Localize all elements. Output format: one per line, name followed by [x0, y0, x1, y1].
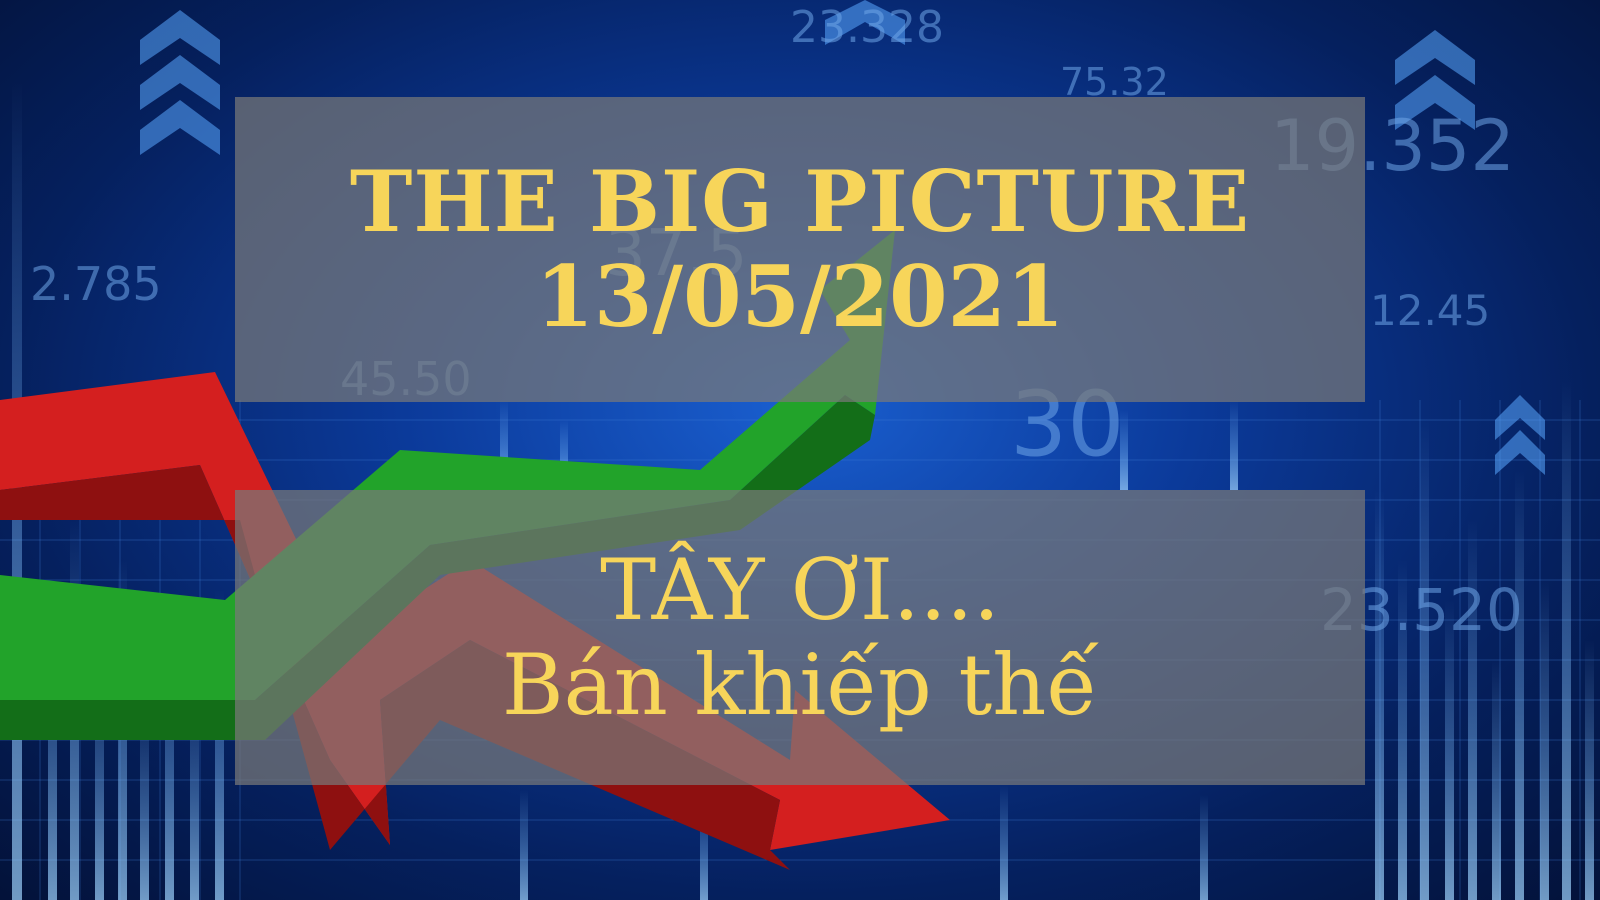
svg-text:2.785: 2.785: [30, 257, 162, 311]
title-text: THE BIG PICTURE: [349, 152, 1251, 252]
svg-text:75.32: 75.32: [1060, 60, 1169, 104]
subtitle-panel: TÂY ƠI.... Bán khiếp thế: [235, 490, 1365, 785]
svg-text:23.328: 23.328: [790, 2, 944, 53]
subtitle-line-2: Bán khiếp thế: [501, 635, 1099, 734]
subtitle-line-1: TÂY ƠI....: [600, 541, 1000, 640]
date-text: 13/05/2021: [535, 246, 1065, 346]
chevron-up-icon: [140, 0, 1545, 475]
svg-text:12.45: 12.45: [1370, 286, 1490, 335]
title-panel: THE BIG PICTURE 13/05/2021: [235, 97, 1365, 402]
